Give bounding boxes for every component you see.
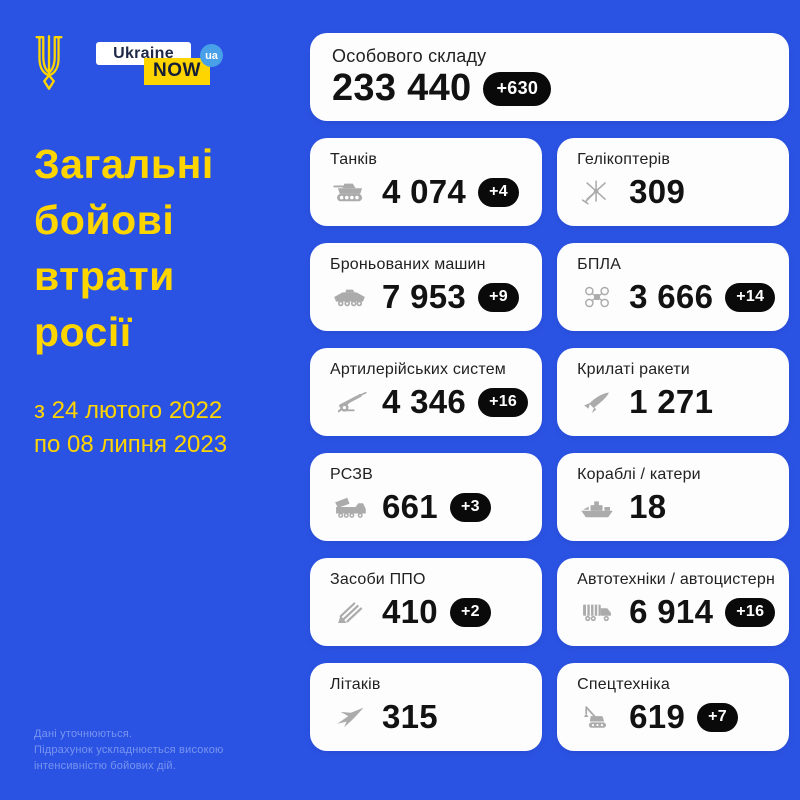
stat-label: Крилаті ракети bbox=[577, 361, 690, 378]
date-period: з 24 лютого 2022 по 08 липня 2023 bbox=[34, 394, 227, 462]
stat-row: 1 271 bbox=[577, 379, 775, 425]
drone-icon bbox=[577, 284, 617, 310]
stat-card: Танків 4 074 +4 bbox=[310, 138, 543, 226]
stat-row: 315 bbox=[330, 694, 528, 740]
stat-label: Засоби ППО bbox=[330, 571, 426, 588]
period-line: по 08 липня 2023 bbox=[34, 431, 228, 458]
daily-increase-badge: +16 bbox=[478, 387, 529, 417]
stat-row: 4 346 +16 bbox=[330, 379, 529, 425]
stat-card: БПЛА 3 666 +14 bbox=[557, 243, 790, 331]
stat-row: 233 440 +630 bbox=[332, 67, 775, 110]
title-line: бойові bbox=[34, 197, 175, 243]
stat-label: Літаків bbox=[330, 676, 381, 693]
daily-increase-badge: +2 bbox=[449, 597, 491, 627]
stat-row: 661 +3 bbox=[330, 484, 528, 530]
jet-icon bbox=[330, 704, 370, 730]
stat-label: Спецтехніка bbox=[577, 676, 670, 693]
page-title: Загальні бойові втрати росії bbox=[34, 136, 214, 360]
stat-card: Засоби ППО 410 +2 bbox=[310, 558, 543, 646]
stat-card: Гелікоптерів 309 bbox=[557, 138, 790, 226]
stat-value: 18 bbox=[629, 488, 667, 525]
daily-increase-badge: +16 bbox=[725, 597, 776, 627]
artillery-icon bbox=[330, 389, 370, 415]
logo-ua-badge: ua bbox=[200, 44, 223, 67]
stat-label: БПЛА bbox=[577, 256, 622, 273]
stat-label: Кораблі / катери bbox=[577, 466, 701, 483]
air-defense-icon bbox=[330, 599, 370, 625]
title-line: втрати bbox=[34, 253, 175, 299]
footnote-line: Підрахунок ускладнюється високою bbox=[34, 744, 224, 756]
stat-card: Автотехніки / автоцистерн 6 914 +16 bbox=[557, 558, 790, 646]
stat-label: Особового складу bbox=[332, 46, 487, 66]
stat-value: 309 bbox=[629, 173, 686, 210]
daily-increase-badge: +3 bbox=[449, 492, 491, 522]
footnote-line: інтенсивністю бойових дій. bbox=[34, 760, 176, 772]
crane-icon bbox=[577, 704, 617, 730]
stat-value: 619 bbox=[629, 698, 686, 735]
stat-label: Гелікоптерів bbox=[577, 151, 671, 168]
stat-value: 233 440 bbox=[332, 67, 472, 109]
stat-label: Броньованих машин bbox=[330, 256, 486, 273]
stat-card: Спецтехніка 619 +7 bbox=[557, 663, 790, 751]
tank-icon bbox=[330, 179, 370, 205]
daily-increase-badge: +630 bbox=[483, 71, 552, 106]
daily-increase-badge: +4 bbox=[478, 177, 519, 207]
stat-row: 3 666 +14 bbox=[577, 274, 776, 320]
daily-increase-badge: +7 bbox=[697, 702, 738, 732]
stat-row: 4 074 +4 bbox=[330, 169, 528, 215]
mlrs-icon bbox=[330, 494, 370, 520]
stat-row: 309 bbox=[577, 169, 775, 215]
stat-value: 6 914 bbox=[629, 593, 714, 630]
daily-increase-badge: +9 bbox=[478, 282, 519, 312]
title-line: Загальні bbox=[34, 141, 214, 187]
trident-icon bbox=[35, 35, 63, 90]
stat-card: Літаків 315 bbox=[310, 663, 543, 751]
ukraine-now-logo: Ukraine NOW ua bbox=[96, 42, 236, 92]
stat-card: РСЗВ 661 +3 bbox=[310, 453, 543, 541]
stat-value: 661 bbox=[382, 488, 438, 525]
stat-value: 315 bbox=[382, 698, 438, 735]
stat-row: 619 +7 bbox=[577, 694, 775, 740]
truck-icon bbox=[577, 599, 617, 625]
ship-icon bbox=[577, 494, 617, 520]
title-line: росії bbox=[34, 309, 132, 355]
stat-value: 4 074 bbox=[382, 173, 467, 210]
stat-row: 410 +2 bbox=[330, 589, 528, 635]
stat-card: Артилерійських систем 4 346 +16 bbox=[310, 348, 543, 436]
apc-icon bbox=[330, 284, 370, 310]
stat-label: Танків bbox=[330, 151, 378, 168]
cards-grid: Особового складу 233 440 +630 Танків 4 0… bbox=[310, 33, 790, 751]
stat-value: 3 666 bbox=[629, 278, 714, 315]
footnote: Дані уточнюються. Підрахунок ускладнюєть… bbox=[34, 726, 223, 774]
stat-value: 410 bbox=[382, 593, 438, 630]
stat-row: 6 914 +16 bbox=[577, 589, 776, 635]
logo-now: NOW bbox=[144, 58, 210, 85]
missile-icon bbox=[577, 389, 617, 415]
period-line: з 24 лютого 2022 bbox=[34, 397, 223, 424]
stat-value: 4 346 bbox=[382, 383, 467, 420]
stat-value: 7 953 bbox=[382, 278, 467, 315]
stat-row: 7 953 +9 bbox=[330, 274, 528, 320]
stat-card: Крилаті ракети 1 271 bbox=[557, 348, 790, 436]
stat-value: 1 271 bbox=[629, 383, 714, 420]
daily-increase-badge: +14 bbox=[725, 282, 776, 312]
stat-card: Кораблі / катери 18 bbox=[557, 453, 790, 541]
stat-label: РСЗВ bbox=[330, 466, 374, 483]
footnote-line: Дані уточнюються. bbox=[34, 728, 133, 740]
stat-label: Автотехніки / автоцистерн bbox=[577, 571, 775, 588]
stat-card: Броньованих машин 7 953 +9 bbox=[310, 243, 543, 331]
helicopter-icon bbox=[577, 179, 617, 205]
stat-row: 18 bbox=[577, 484, 775, 530]
stat-label: Артилерійських систем bbox=[330, 361, 507, 378]
stat-card: Особового складу 233 440 +630 bbox=[310, 33, 790, 121]
